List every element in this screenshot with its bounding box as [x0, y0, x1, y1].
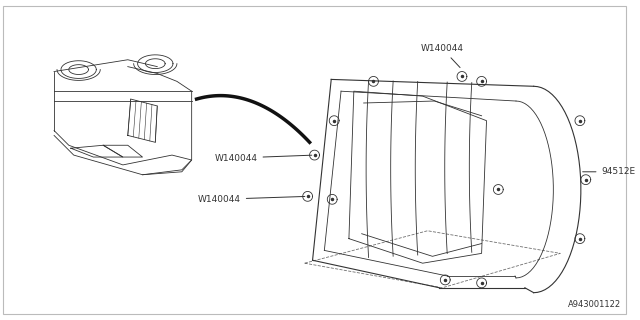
Text: A943001122: A943001122 [568, 300, 621, 309]
Text: 94512E: 94512E [582, 167, 636, 176]
Text: W140044: W140044 [214, 154, 312, 163]
Text: W140044: W140044 [420, 44, 464, 68]
Text: W140044: W140044 [198, 195, 305, 204]
